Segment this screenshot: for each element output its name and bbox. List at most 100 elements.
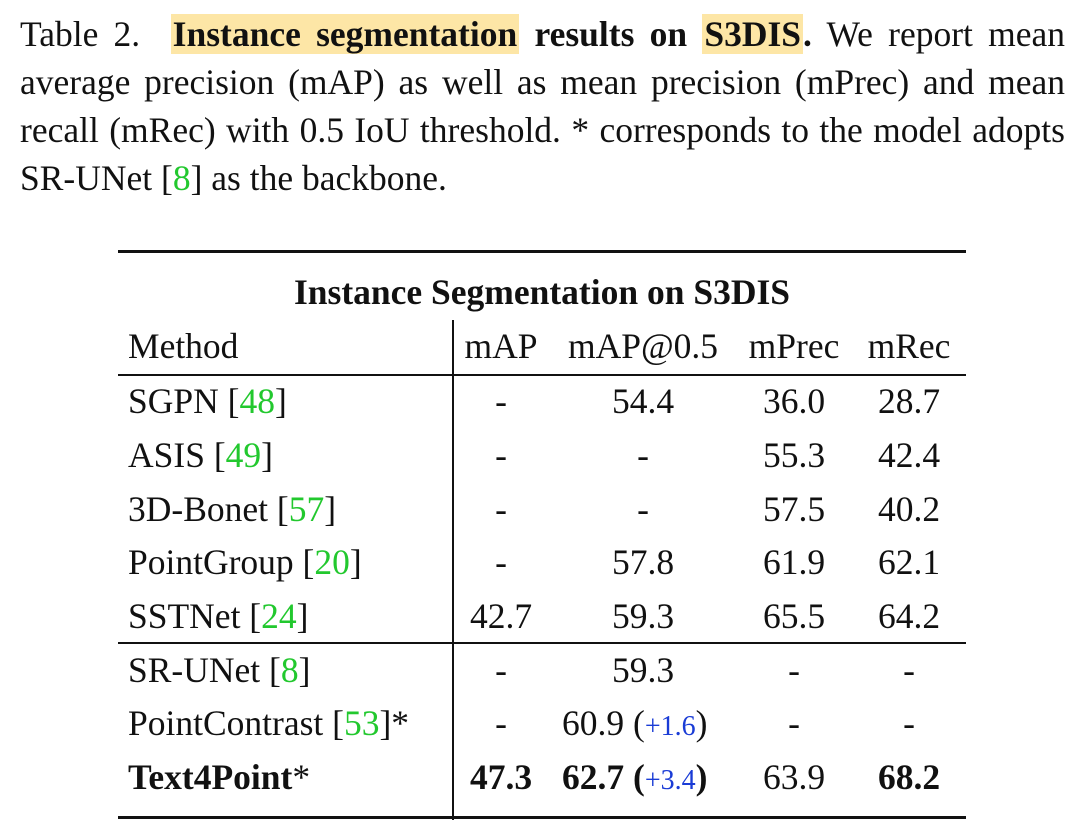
gain-value: +3.4 bbox=[644, 765, 696, 796]
cell-map50: - bbox=[637, 435, 649, 475]
value: - bbox=[495, 703, 507, 743]
citation-link[interactable]: 20 bbox=[314, 542, 350, 582]
value: 36.0 bbox=[762, 381, 826, 421]
value: - bbox=[903, 703, 915, 743]
top-rule bbox=[118, 250, 966, 253]
citation-link[interactable]: 24 bbox=[261, 596, 297, 636]
cell-mprec: 61.9 bbox=[763, 542, 825, 582]
header-map: mAP bbox=[464, 326, 538, 366]
cell-map: - bbox=[495, 703, 507, 743]
value: - bbox=[788, 650, 800, 690]
cell-mrec: 68.2 bbox=[878, 757, 940, 797]
value: 59.3 bbox=[611, 596, 675, 636]
cell-mrec: 62.1 bbox=[878, 542, 940, 582]
value: 57.8 bbox=[611, 542, 675, 582]
citation-link[interactable]: 8 bbox=[280, 650, 299, 690]
table-title: Instance Segmentation on S3DIS bbox=[293, 272, 791, 312]
cell-map50: - bbox=[637, 489, 649, 529]
value: 47.3 bbox=[469, 757, 533, 797]
value: 60.9 bbox=[562, 703, 625, 743]
value: 64.2 bbox=[877, 596, 941, 636]
header-method: Method bbox=[128, 326, 239, 366]
table-row-method: ASIS [49] bbox=[128, 435, 273, 475]
cell-mrec: 28.7 bbox=[878, 381, 940, 421]
caption-lead: Table 2. bbox=[20, 14, 141, 54]
caption-highlight-task: Instance segmentation bbox=[170, 14, 520, 54]
results-table: Instance Segmentation on S3DIS Method mA… bbox=[118, 250, 966, 820]
value: 57.5 bbox=[762, 489, 826, 529]
caption-citation-link[interactable]: 8 bbox=[172, 158, 191, 198]
value: 28.7 bbox=[877, 381, 941, 421]
method-name: PointContrast [ bbox=[128, 703, 344, 743]
cell-mrec: - bbox=[903, 703, 915, 743]
value: - bbox=[637, 435, 649, 475]
header-map50: mAP@0.5 bbox=[567, 326, 719, 366]
method-suffix: ] bbox=[298, 650, 311, 690]
cell-map50: 57.8 bbox=[612, 542, 674, 582]
cell-mprec: 36.0 bbox=[763, 381, 825, 421]
table-row-method: SR-UNet [8] bbox=[128, 650, 310, 690]
citation-link[interactable]: 53 bbox=[343, 703, 380, 743]
value: - bbox=[788, 703, 800, 743]
value: 62.7 bbox=[562, 757, 625, 797]
cell-mprec: 63.9 bbox=[763, 757, 825, 797]
table-row-method: Text4Point* bbox=[128, 757, 310, 797]
method-name: Text4Point bbox=[128, 757, 293, 797]
table-caption: Table 2. Instance segmentation results o… bbox=[20, 10, 1065, 202]
value: - bbox=[495, 489, 507, 529]
value: 42.7 bbox=[469, 596, 533, 636]
value: 55.3 bbox=[762, 435, 826, 475]
cell-map50: 59.3 bbox=[612, 650, 674, 690]
method-name: SSTNet [ bbox=[128, 596, 262, 636]
citation-link[interactable]: 49 bbox=[225, 435, 262, 475]
value: 68.2 bbox=[877, 757, 941, 797]
method-suffix: ] bbox=[349, 542, 362, 582]
method-suffix: ] bbox=[296, 596, 309, 636]
method-suffix: ]* bbox=[379, 703, 410, 743]
cell-mprec: 55.3 bbox=[763, 435, 825, 475]
table-row-method: PointContrast [53]* bbox=[128, 703, 409, 743]
cell-mrec: 40.2 bbox=[878, 489, 940, 529]
cell-map: - bbox=[495, 650, 507, 690]
caption-body: We report mean average precision (mAP) a… bbox=[20, 14, 1066, 198]
value: 42.4 bbox=[877, 435, 941, 475]
value: - bbox=[903, 650, 915, 690]
method-suffix: ] bbox=[261, 435, 273, 475]
value: 40.2 bbox=[877, 489, 941, 529]
table-row-method: 3D-Bonet [57] bbox=[128, 489, 336, 529]
cell-map: - bbox=[495, 435, 507, 475]
cell-mrec: 42.4 bbox=[878, 435, 940, 475]
cell-map: 47.3 bbox=[470, 757, 532, 797]
caption-highlight-dataset: S3DIS bbox=[702, 14, 804, 54]
value: - bbox=[495, 381, 507, 421]
method-suffix: ] bbox=[274, 381, 287, 421]
value: - bbox=[495, 435, 507, 475]
caption-dot: . bbox=[803, 14, 812, 54]
value: 59.3 bbox=[611, 650, 675, 690]
table-row-method: SGPN [48] bbox=[128, 381, 287, 421]
table-row-method: PointGroup [20] bbox=[128, 542, 362, 582]
group-rule bbox=[118, 642, 966, 644]
value: 65.5 bbox=[762, 596, 826, 636]
value: 54.4 bbox=[611, 381, 675, 421]
value: 61.9 bbox=[762, 542, 826, 582]
citation-link[interactable]: 48 bbox=[239, 381, 275, 421]
method-name: PointGroup [ bbox=[128, 542, 315, 582]
bottom-rule bbox=[118, 816, 966, 819]
cell-map50: 59.3 bbox=[612, 596, 674, 636]
citation-link[interactable]: 57 bbox=[288, 489, 325, 529]
table-row-method: SSTNet [24] bbox=[128, 596, 308, 636]
cell-mrec: - bbox=[903, 650, 915, 690]
cell-mrec: 64.2 bbox=[878, 596, 940, 636]
method-name: SGPN [ bbox=[128, 381, 240, 421]
header-rule bbox=[118, 374, 966, 376]
value: - bbox=[637, 489, 649, 529]
cell-mprec: 57.5 bbox=[763, 489, 825, 529]
caption-bold-mid: results on bbox=[534, 14, 688, 54]
cell-map50: 62.7 (+3.4) bbox=[562, 757, 708, 797]
method-suffix: * bbox=[292, 757, 311, 797]
cell-map: - bbox=[495, 489, 507, 529]
cell-mprec: 65.5 bbox=[763, 596, 825, 636]
cell-map: - bbox=[495, 542, 507, 582]
caption-body-end: ] as the backbone. bbox=[190, 158, 447, 198]
